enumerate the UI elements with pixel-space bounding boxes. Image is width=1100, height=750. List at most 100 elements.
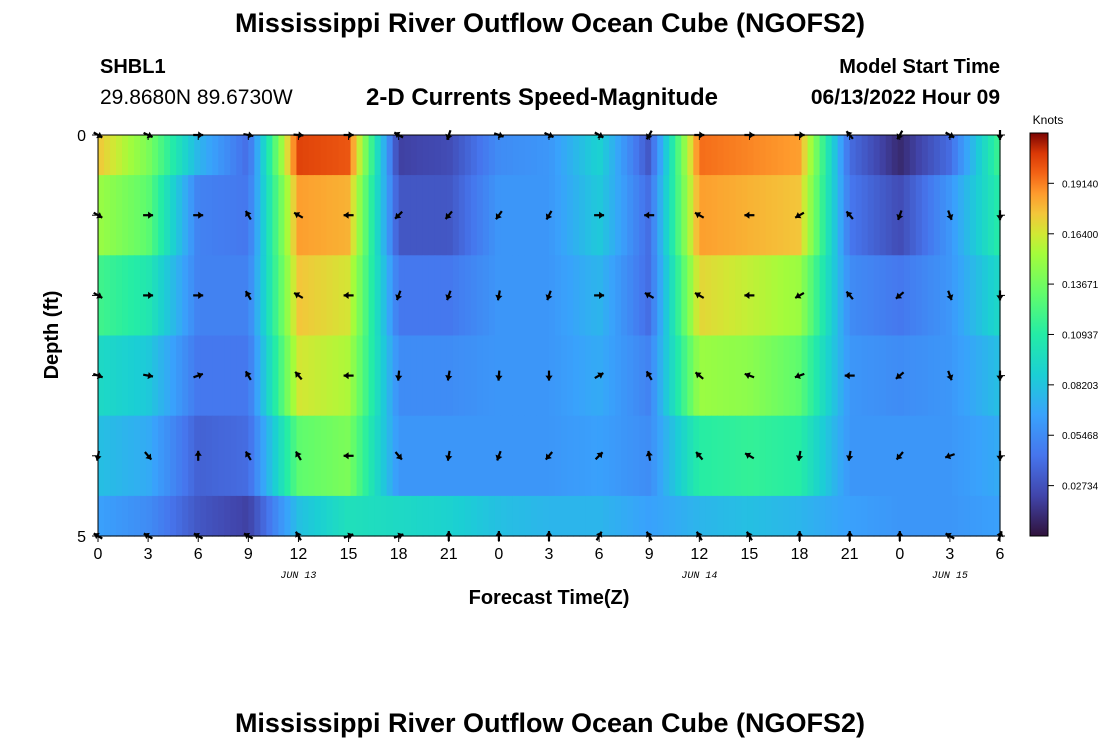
heatmap-cell xyxy=(771,255,779,337)
heatmap-cell xyxy=(188,135,195,176)
current-vector-arrow xyxy=(343,211,354,219)
heatmap-cell xyxy=(603,255,610,337)
heatmap-cell xyxy=(981,135,989,176)
heatmap-cell xyxy=(681,415,688,497)
heatmap-cell xyxy=(693,135,700,176)
heatmap-cell xyxy=(561,335,568,417)
heatmap-cell xyxy=(561,415,568,497)
heatmap-cell xyxy=(116,495,123,537)
heatmap-cell xyxy=(663,495,670,537)
heatmap-cell xyxy=(464,175,472,256)
heatmap-cell xyxy=(398,415,406,497)
heatmap-cell xyxy=(567,255,574,337)
current-vector-arrow xyxy=(293,291,304,299)
heatmap-cell xyxy=(681,135,688,176)
heatmap-cell xyxy=(567,175,574,256)
heatmap-cell xyxy=(326,255,334,337)
heatmap-cell xyxy=(555,335,562,417)
heatmap-cell xyxy=(122,135,129,176)
heatmap-cell xyxy=(801,415,809,497)
heatmap-cell xyxy=(801,135,809,176)
heatmap-cell xyxy=(380,335,388,417)
colorbar-tick-label: 0.08203 xyxy=(1062,381,1099,392)
heatmap-cell xyxy=(224,415,231,497)
heatmap-cell xyxy=(518,335,526,417)
heatmap-cell xyxy=(518,135,526,176)
heatmap-cell xyxy=(867,175,875,256)
heatmap-cell xyxy=(975,255,983,337)
current-vector-arrow xyxy=(143,291,154,299)
heatmap-cell xyxy=(200,335,207,417)
heatmap-cell xyxy=(573,135,580,176)
heatmap-cell xyxy=(332,495,340,537)
heatmap-cell xyxy=(987,415,995,497)
heatmap-cell xyxy=(110,495,117,537)
heatmap-cell xyxy=(891,135,899,176)
heatmap-cell xyxy=(963,255,971,337)
heatmap-cell xyxy=(753,175,761,256)
heatmap-cell xyxy=(591,135,598,176)
heatmap-cell xyxy=(879,135,887,176)
heatmap-cell xyxy=(236,335,243,417)
heatmap-cell xyxy=(567,335,574,417)
heatmap-cell xyxy=(332,135,340,176)
heatmap-cell xyxy=(536,495,544,537)
heatmap-cell xyxy=(831,495,839,537)
x-tick-label: 15 xyxy=(741,546,759,563)
heatmap-cell xyxy=(825,335,833,417)
heatmap-cell xyxy=(735,175,743,256)
heatmap-cell xyxy=(555,135,562,176)
current-vector-arrow xyxy=(343,372,354,380)
heatmap-cell xyxy=(434,255,442,337)
heatmap-cell xyxy=(434,495,442,537)
heatmap-cell xyxy=(963,135,971,176)
heatmap-cell xyxy=(927,135,935,176)
heatmap-cell xyxy=(711,335,718,417)
heatmap-cell xyxy=(350,495,358,537)
heatmap-cell xyxy=(915,135,923,176)
colorbar-tick-label: 0.13671 xyxy=(1062,280,1099,291)
heatmap-cell xyxy=(603,335,610,417)
heatmap-cell xyxy=(783,415,791,497)
heatmap-cell xyxy=(783,135,791,176)
heatmap-cell xyxy=(512,415,520,497)
current-vector-arrow xyxy=(244,370,252,381)
heatmap-cell xyxy=(284,135,292,176)
heatmap-cell xyxy=(579,415,586,497)
x-tick-label: 0 xyxy=(494,546,503,563)
heatmap-cell xyxy=(110,135,117,176)
heatmap-cell xyxy=(542,495,550,537)
heatmap-cell xyxy=(627,175,634,256)
heatmap-cell xyxy=(170,135,177,176)
heatmap-cell xyxy=(705,175,712,256)
heatmap-cell xyxy=(530,335,538,417)
heatmap-cell xyxy=(356,255,364,337)
heatmap-cell xyxy=(561,175,568,256)
heatmap-cell xyxy=(879,175,887,256)
heatmap-cell xyxy=(573,495,580,537)
heatmap-cell xyxy=(368,495,376,537)
heatmap-cell xyxy=(873,415,881,497)
heatmap-cell xyxy=(639,335,646,417)
heatmap-cell xyxy=(957,135,965,176)
heatmap-cell xyxy=(657,135,664,176)
heatmap-cell xyxy=(561,255,568,337)
heatmap-cell xyxy=(290,335,298,417)
heatmap-cell xyxy=(633,495,640,537)
heatmap-cell xyxy=(206,175,213,256)
heatmap-cell xyxy=(951,255,959,337)
heatmap-cell xyxy=(933,335,941,417)
heatmap-cell xyxy=(597,135,604,176)
heatmap-cell xyxy=(152,495,159,537)
heatmap-cell xyxy=(741,335,749,417)
current-vector-arrow xyxy=(895,291,905,300)
x-tick-label: 3 xyxy=(545,546,554,563)
heatmap-cell xyxy=(651,255,658,337)
heatmap-cell xyxy=(314,255,322,337)
date-label: JUN 13 xyxy=(280,571,316,582)
heatmap-cell xyxy=(380,495,388,537)
heatmap-cell xyxy=(603,135,610,176)
heatmap-cell xyxy=(627,135,634,176)
heatmap-cell xyxy=(248,495,255,537)
